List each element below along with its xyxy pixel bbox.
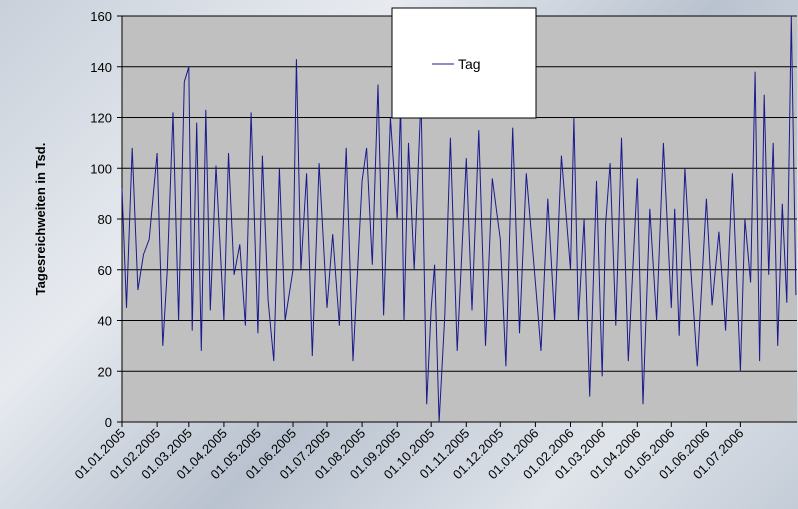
series-line-tag <box>121 15 797 423</box>
y-axis: 0 20 40 60 80 100 120 140 160 <box>90 9 123 430</box>
legend-label: Tag <box>458 56 481 72</box>
y-tick-label: 160 <box>90 9 112 24</box>
legend: Tag <box>391 7 537 119</box>
y-tick-label: 0 <box>105 415 112 430</box>
y-tick-label: 60 <box>98 263 112 278</box>
legend-box <box>391 7 537 119</box>
x-axis: 01.01.200501.02.200501.03.200501.04.2005… <box>71 421 797 482</box>
y-tick-label: 40 <box>98 314 112 329</box>
y-axis-title: Tagesreichweiten in Tsd. <box>33 143 48 296</box>
y-tick-label: 20 <box>98 364 112 379</box>
y-tick-label: 120 <box>90 111 112 126</box>
y-tick-label: 100 <box>90 161 112 176</box>
y-tick-label: 140 <box>90 60 112 75</box>
y-tick-label: 80 <box>98 212 112 227</box>
